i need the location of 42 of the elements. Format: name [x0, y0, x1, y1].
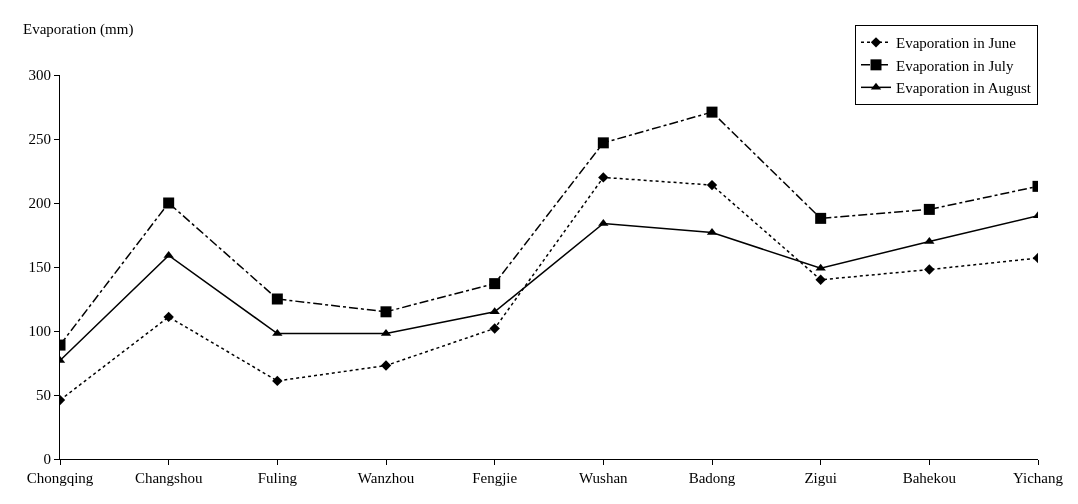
point — [380, 360, 392, 371]
point — [924, 236, 935, 244]
y-tick-label: 250 — [28, 131, 51, 148]
y-axis-title: Evaporation (mm) — [23, 21, 134, 38]
point — [815, 274, 826, 285]
x-tick-label: Yichang — [1013, 470, 1064, 486]
point — [163, 197, 175, 209]
point — [271, 293, 283, 305]
point — [489, 307, 500, 315]
point — [598, 218, 609, 226]
y-tick-label: 50 — [36, 387, 51, 404]
point — [489, 323, 500, 334]
y-tick-label: 200 — [28, 195, 51, 212]
point — [489, 278, 501, 290]
point — [163, 311, 174, 323]
point — [380, 306, 392, 318]
point — [597, 137, 609, 149]
x-tick-label: Badong — [688, 470, 736, 486]
point — [163, 250, 174, 258]
legend-label: Evaporation in July — [896, 57, 1014, 74]
x-tick-label: Wushan — [579, 470, 629, 486]
x-tick-label: Zigui — [804, 470, 837, 486]
x-tick-label: Changshou — [134, 470, 203, 486]
y-tick-label: 0 — [43, 451, 51, 468]
y-tick-label: 300 — [28, 67, 51, 84]
y-tick-label: 150 — [28, 259, 51, 276]
point — [923, 203, 935, 215]
y-tick-label: 100 — [28, 323, 51, 340]
point — [272, 375, 283, 387]
point — [815, 212, 827, 224]
legend-label: Evaporation in June — [896, 35, 1017, 52]
point — [706, 179, 718, 191]
x-tick-label: Bahekou — [902, 470, 957, 486]
point — [815, 263, 826, 271]
legend-label: Evaporation in August — [896, 80, 1032, 97]
x-tick-label: Fengjie — [472, 470, 518, 486]
point — [706, 106, 718, 118]
point — [598, 172, 609, 183]
x-tick-label: Wanzhou — [357, 470, 415, 486]
x-tick-label: Chongqing — [26, 470, 94, 486]
x-tick-label: Fuling — [257, 470, 298, 486]
point — [924, 264, 935, 275]
